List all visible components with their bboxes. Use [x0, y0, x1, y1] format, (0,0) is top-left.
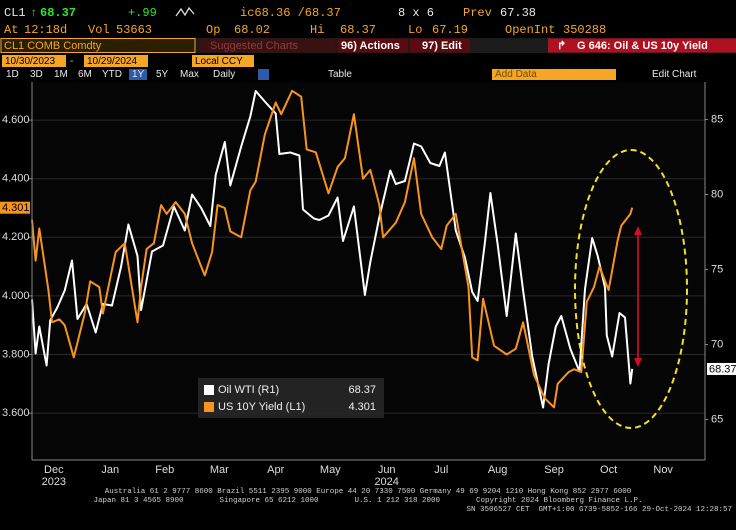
table[interactable]: Table	[328, 69, 352, 80]
period-button[interactable]: 3D	[30, 69, 43, 80]
y-tick-label: 3.800	[2, 348, 30, 360]
y-tick-label: 4.400	[2, 173, 30, 185]
x-tick-label: Sep	[544, 464, 564, 476]
chart-title: G 646: Oil & US 10y Yield	[577, 40, 708, 52]
period-button[interactable]: 1M	[54, 69, 68, 80]
period-button[interactable]: 1Y	[132, 69, 145, 80]
chart-type-icon[interactable]	[258, 69, 269, 80]
footer-line: Australia 61 2 9777 8600 Brazil 5511 239…	[105, 488, 632, 496]
legend-label: US 10Y Yield (L1)	[218, 401, 305, 413]
series-line	[31, 89, 634, 409]
y2-tick-label: 65	[711, 413, 723, 425]
suggested-charts: Suggested Charts	[210, 40, 299, 52]
edit: 97) Edit	[422, 40, 462, 52]
actions: 96) Actions	[341, 40, 400, 52]
x-tick-label: Oct	[600, 464, 617, 476]
period-button[interactable]: 5Y	[156, 69, 169, 80]
prev-label: Prev	[463, 6, 492, 20]
x-tick-label: Mar	[210, 464, 229, 476]
x-tick-label: Dec	[44, 464, 64, 476]
legend-swatch	[204, 385, 214, 395]
date-separator: -	[70, 56, 73, 67]
x-tick-label: Aug	[488, 464, 508, 476]
period-selected	[129, 69, 147, 80]
oi: 350288	[563, 23, 606, 37]
bid-ask: ic68.36 /68.37	[240, 6, 341, 20]
add-data-box[interactable]	[492, 69, 616, 80]
arrow-head-down	[634, 358, 642, 367]
y2-tick-label: 85	[711, 113, 723, 125]
y-tick-label: 4.000	[2, 290, 30, 302]
x-tick-label: Jan	[101, 464, 119, 476]
x-tick-label: Apr	[267, 464, 284, 476]
vol-label: Vol	[88, 23, 110, 37]
x-tick-sublabel: 2024	[374, 476, 398, 488]
x-tick-label: Nov	[653, 464, 673, 476]
suggested-box[interactable]	[200, 38, 335, 53]
lo-label: Lo	[408, 23, 422, 37]
legend-value: 68.37	[348, 384, 376, 396]
y2-tick-label: 70	[711, 338, 723, 350]
period-button[interactable]: 1D	[6, 69, 19, 80]
ticker: CL1	[4, 6, 26, 20]
legend-swatch	[204, 402, 214, 412]
y2-tick-label: 75	[711, 263, 723, 275]
x-tick-label: May	[320, 464, 341, 476]
footer-line: Japan 81 3 4565 8900 Singapore 65 6212 1…	[93, 497, 642, 505]
lo: 67.19	[432, 23, 468, 37]
security-box[interactable]	[0, 38, 196, 53]
period-button[interactable]: 6M	[78, 69, 92, 80]
hi: 68.37	[340, 23, 376, 37]
footer-line: SN 3506527 CET GMT+1:00 G739-5852-166 29…	[466, 506, 732, 514]
at-label: At	[4, 23, 18, 37]
x-tick-sublabel: 2023	[42, 476, 66, 488]
add-data: Add Data	[495, 69, 537, 80]
y-tick-label: 3.600	[2, 407, 30, 419]
title-icon: ↱	[557, 40, 566, 52]
end-date-box[interactable]	[84, 55, 148, 67]
oi-label: OpenInt	[505, 23, 555, 37]
op-label: Op	[206, 23, 220, 37]
last-value-label: 4.301	[2, 202, 30, 214]
edit-box[interactable]	[410, 38, 470, 53]
end-date: 10/29/2024	[87, 56, 137, 67]
y2-tick-label: 80	[711, 188, 723, 200]
start-date: 10/30/2023	[5, 56, 55, 67]
actions-box[interactable]	[338, 38, 408, 53]
security: CL1 COMB Comdty	[4, 40, 102, 52]
sparkline-icon[interactable]	[175, 6, 195, 17]
edit-chart[interactable]: Edit Chart	[652, 69, 697, 80]
op: 68.02	[234, 23, 270, 37]
prev: 67.38	[500, 6, 536, 20]
start-date-box[interactable]	[2, 55, 66, 67]
y-tick-label: 4.200	[2, 231, 30, 243]
last-value-badge	[0, 201, 30, 214]
arrow-head-up	[634, 226, 642, 235]
currency-box[interactable]	[192, 55, 254, 67]
legend-value: 4.301	[348, 401, 376, 413]
time: 12:18d	[24, 23, 67, 37]
last-value-label: 68.37	[709, 363, 736, 375]
legend-box	[198, 378, 384, 418]
x-tick-label: Jun	[378, 464, 396, 476]
title-bar	[548, 38, 736, 53]
last-price: 68.37	[40, 6, 76, 20]
legend-label: Oil WTI (R1)	[218, 384, 279, 396]
period-button[interactable]: YTD	[102, 69, 122, 80]
size: 8 x 6	[398, 6, 434, 20]
x-tick-label: Feb	[155, 464, 174, 476]
x-tick-label: Jul	[434, 464, 448, 476]
vol: 53663	[116, 23, 152, 37]
period-button[interactable]: Max	[180, 69, 199, 80]
y-tick-label: 4.600	[2, 114, 30, 126]
hi-label: Hi	[310, 23, 324, 37]
series-line	[31, 90, 634, 409]
frequency[interactable]: Daily	[213, 69, 235, 80]
last-value-badge	[707, 362, 736, 375]
highlight-ellipse	[574, 149, 688, 429]
up-arrow: ↑	[30, 6, 37, 20]
currency: Local CCY	[195, 56, 243, 67]
price-change: +.99	[128, 6, 157, 20]
